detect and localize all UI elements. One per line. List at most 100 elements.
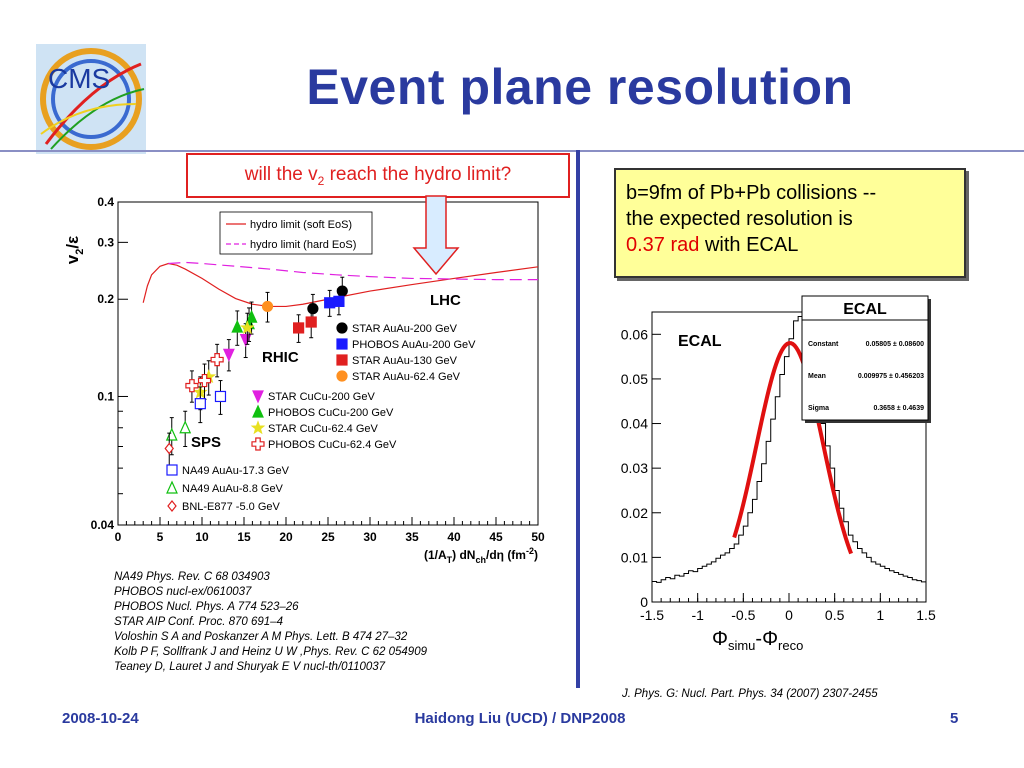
data-point	[197, 373, 212, 388]
y-tick-label: 0.05	[621, 371, 648, 387]
slide-title: Event plane resolution	[306, 59, 854, 115]
y-tick-label: 0	[640, 594, 648, 610]
reference-item: Voloshin S A and Poskanzer A M Phys. Let…	[114, 631, 408, 643]
x-tick-label: 45	[489, 530, 503, 544]
legend-marker	[252, 390, 264, 404]
x-tick-label: 20	[279, 530, 293, 544]
reference-item: Kolb P F, Sollfrank J and Heinz U W ,Phy…	[114, 646, 427, 658]
legend-marker	[251, 437, 265, 451]
x-tick-label: 0	[785, 607, 793, 623]
x-tick-label: 50	[531, 530, 545, 544]
question-box: will the v2 reach the hydro limit?	[186, 153, 570, 198]
legend-label: STAR CuCu-200 GeV	[268, 391, 375, 403]
data-point	[210, 353, 224, 367]
x-tick-label: 0.5	[825, 607, 845, 623]
note-value: 0.37 rad	[626, 234, 700, 256]
y-tick-label: 0.2	[97, 292, 114, 306]
data-point	[324, 297, 336, 309]
stats-row-label: Sigma	[808, 405, 829, 412]
data-point	[239, 333, 252, 348]
data-point	[245, 309, 258, 323]
legend-label: PHOBOS CuCu-62.4 GeV	[268, 439, 397, 451]
note-line-3: 0.37 rad with ECAL	[626, 234, 799, 256]
curve-legend-label: hydro limit (soft EoS)	[250, 219, 352, 231]
legend-marker	[336, 354, 348, 366]
reference-item: PHOBOS nucl-ex/0610037	[114, 586, 252, 598]
data-point	[185, 379, 199, 393]
x-tick-label: 1.5	[916, 607, 936, 623]
y-tick-label: 0.04	[91, 518, 115, 532]
stats-row-label: Constant	[808, 341, 839, 348]
reference-item: PHOBOS Nucl. Phys. A 774 523–26	[114, 601, 299, 613]
title-divider	[0, 150, 1024, 152]
histogram-title: ECAL	[678, 333, 722, 350]
data-point	[214, 390, 227, 403]
x-axis-label: (1/AT) dNch/dη (fm-2)	[424, 546, 538, 565]
stats-row-label: Mean	[808, 373, 826, 380]
hydro-limit-arrow	[412, 195, 460, 276]
stats-box	[801, 295, 929, 421]
journal-reference: J. Phys. G: Nucl. Part. Phys. 34 (2007) …	[622, 688, 878, 700]
stats-row-value: 0.009975 ± 0.456203	[858, 373, 924, 380]
hydro-curve-0	[142, 262, 539, 308]
stats-title: ECAL	[843, 301, 887, 318]
legend-label: BNL-E877 -5.0 GeV	[182, 501, 280, 513]
legend-label: STAR AuAu-130 GeV	[352, 355, 458, 367]
y-tick-label: 0.03	[621, 460, 648, 476]
y-tick-label: 0.04	[621, 416, 648, 432]
ecal-resolution-histogram: -1.5 -1 -0.5 0 0.5 1 1.5 0 0.01 0.02 0.03 0.04 0.05 0…	[621, 295, 936, 623]
x-tick-label: 15	[237, 530, 251, 544]
legend-marker	[336, 322, 348, 334]
footer-date: 2008-10-24	[62, 710, 139, 727]
region-label-lhc: LHC	[430, 292, 461, 309]
note-line-1: b=9fm of Pb+Pb collisions --	[626, 182, 877, 204]
data-point	[231, 319, 244, 333]
data-point	[164, 442, 175, 455]
data-point	[261, 300, 274, 313]
x-tick-label: 30	[363, 530, 377, 544]
legend-marker	[252, 404, 264, 418]
data-point	[307, 303, 319, 315]
legend-label: PHOBOS CuCu-200 GeV	[268, 407, 394, 419]
data-point	[179, 420, 192, 434]
resolution-note: b=9fm of Pb+Pb collisions -- the expecte…	[614, 168, 966, 278]
data-point	[194, 398, 206, 410]
x-tick-label: 1	[876, 607, 884, 623]
legend-label: STAR AuAu-62.4 GeV	[352, 371, 461, 383]
region-label-rhic: RHIC	[262, 349, 299, 366]
legend-marker	[167, 500, 177, 512]
y-tick-label: 0.01	[621, 549, 648, 565]
x-tick-label: 0	[115, 530, 122, 544]
data-point	[165, 427, 178, 441]
legend-label: STAR AuAu-200 GeV	[352, 323, 458, 335]
x-tick-label: 25	[321, 530, 335, 544]
x-tick-label: -1	[691, 607, 704, 623]
reference-item: STAR AIP Conf. Proc. 870 691–4	[114, 616, 283, 628]
y-tick-label: 0.02	[621, 505, 648, 521]
footer-author: Haidong Liu (UCD) / DNP2008	[414, 710, 626, 727]
legend-label: STAR CuCu-62.4 GeV	[268, 423, 379, 435]
x-tick-label: 35	[405, 530, 419, 544]
column-divider	[576, 150, 580, 688]
v2-scaling-chart: 0 5 10 15 20 25 30 35 40 45 50 0.04 0.1 0.2 0.3 0.4 v2/ε…	[63, 195, 545, 565]
data-point	[240, 320, 255, 335]
gaussian-fit-curve	[732, 341, 853, 555]
y-tick-label: 0.1	[97, 389, 114, 403]
histogram-outline	[651, 315, 927, 602]
curve-legend-box	[219, 211, 373, 255]
stats-row-value: 0.3658 ± 0.4639	[873, 405, 924, 412]
y-tick-label: 0.06	[621, 326, 648, 342]
data-point	[333, 295, 345, 307]
curve-legend-label: hydro limit (hard EoS)	[250, 239, 356, 251]
histogram-xlabel: Φsimu-Φreco	[712, 628, 804, 653]
legend-label: PHOBOS AuAu-200 GeV	[352, 339, 476, 351]
cms-logo: CMS	[36, 44, 146, 154]
legend-marker	[166, 464, 178, 476]
y-tick-label: 0.3	[97, 235, 114, 249]
x-tick-label: -0.5	[731, 607, 755, 623]
legend-label: NA49 AuAu-8.8 GeV	[182, 483, 284, 495]
logo-text: CMS	[48, 63, 110, 94]
x-tick-label: 40	[447, 530, 461, 544]
legend-marker	[336, 338, 348, 350]
hydro-curve-1	[168, 261, 538, 281]
